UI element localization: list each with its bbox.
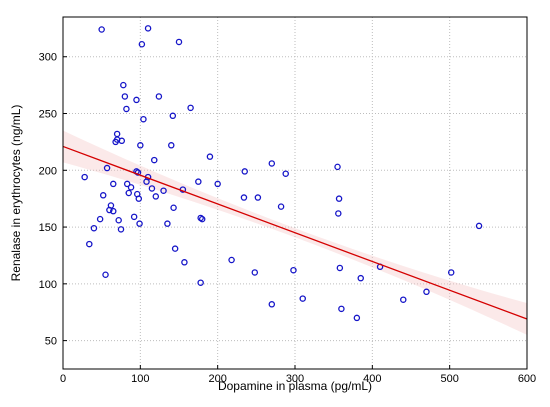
trendline: [62, 145, 528, 320]
data-point-2: [90, 224, 98, 232]
data-point-24: [130, 213, 138, 221]
data-point-66: [290, 266, 297, 274]
data-point-5: [99, 192, 107, 199]
x-tick-label-5: 500: [440, 373, 458, 385]
y-tick-label-4: 250: [39, 109, 57, 121]
data-point-41: [160, 187, 167, 194]
data-point-37: [148, 185, 156, 192]
data-point-71: [336, 264, 344, 272]
data-point-19: [121, 93, 129, 100]
data-point-40: [155, 93, 163, 100]
data-point-9: [107, 202, 115, 209]
data-point-45: [170, 204, 177, 212]
data-point-38: [151, 156, 158, 164]
y-axis-ticks: 50 100 150 200 250 300: [39, 52, 67, 348]
data-point-50: [187, 104, 194, 112]
data-point-62: [268, 160, 276, 167]
data-point-29: [135, 195, 143, 202]
data-point-11: [110, 180, 117, 188]
data-point-39: [152, 193, 160, 200]
data-point-56: [214, 180, 221, 188]
data-point-44: [169, 112, 177, 120]
data-point-59: [241, 168, 248, 175]
trendline-line: [62, 145, 528, 320]
grid-lines: [63, 17, 527, 369]
data-point-1: [86, 240, 93, 248]
data-point-36: [144, 25, 152, 32]
data-point-28: [134, 169, 142, 176]
x-tick-label-3: 300: [286, 373, 304, 385]
data-point-63: [268, 301, 276, 308]
data-point-55: [206, 153, 214, 160]
data-point-25: [133, 96, 140, 104]
data-point-42: [164, 220, 171, 227]
data-point-17: [118, 137, 126, 145]
data-point-53: [197, 279, 204, 286]
data-point-76: [400, 296, 407, 303]
x-axis-ticks: 0 100 200 300 400 500 600: [60, 365, 536, 385]
data-point-33: [140, 115, 147, 123]
data-point-72: [338, 305, 345, 313]
x-tick-label-0: 0: [60, 373, 66, 385]
data-point-21: [123, 180, 131, 188]
data-point-57: [228, 256, 235, 264]
y-tick-label-0: 50: [45, 336, 57, 348]
y-tick-label-3: 200: [39, 165, 57, 177]
data-point-73: [353, 314, 361, 322]
data-point-23: [127, 184, 135, 191]
x-tick-label-6: 600: [518, 373, 536, 385]
data-point-3: [96, 215, 104, 223]
data-point-18: [120, 81, 127, 89]
data-point-20: [123, 105, 130, 113]
data-point-58: [240, 194, 248, 201]
data-point-78: [447, 269, 455, 276]
data-point-43: [168, 142, 175, 149]
data-point-69: [335, 210, 342, 217]
data-point-0: [81, 173, 88, 181]
data-point-15: [115, 217, 122, 224]
data-point-64: [277, 203, 285, 210]
y-axis-title: Renalase in erythrocytes (ng/mL): [9, 105, 23, 282]
data-point-16: [117, 226, 125, 233]
y-tick-label-2: 150: [39, 222, 57, 234]
x-tick-label-2: 200: [208, 373, 226, 385]
data-point-77: [423, 288, 430, 296]
data-point-68: [334, 163, 341, 171]
data-point-4: [98, 26, 105, 33]
data-point-67: [299, 295, 306, 302]
data-point-65: [282, 170, 289, 177]
data-point-61: [254, 194, 262, 201]
data-point-51: [195, 178, 202, 185]
data-point-6: [102, 271, 109, 279]
data-point-79: [475, 222, 483, 230]
x-tick-label-4: 400: [363, 373, 381, 385]
data-point-60: [251, 269, 259, 276]
data-point-74: [357, 274, 364, 282]
data-point-47: [175, 38, 183, 46]
data-point-31: [137, 142, 144, 149]
data-point-7: [103, 164, 111, 172]
y-tick-label-5: 300: [39, 52, 57, 64]
y-tick-label-1: 100: [39, 279, 57, 291]
data-point-70: [335, 195, 343, 202]
x-axis-title: Dopamine in plasma (pg/mL): [218, 379, 372, 393]
data-point-30: [136, 220, 143, 227]
data-point-46: [171, 245, 179, 252]
data-point-22: [125, 189, 132, 197]
data-point-54: [198, 215, 206, 223]
data-point-10: [110, 207, 117, 215]
data-point-32: [138, 41, 146, 48]
data-point-49: [181, 259, 188, 266]
x-tick-label-1: 100: [131, 373, 149, 385]
